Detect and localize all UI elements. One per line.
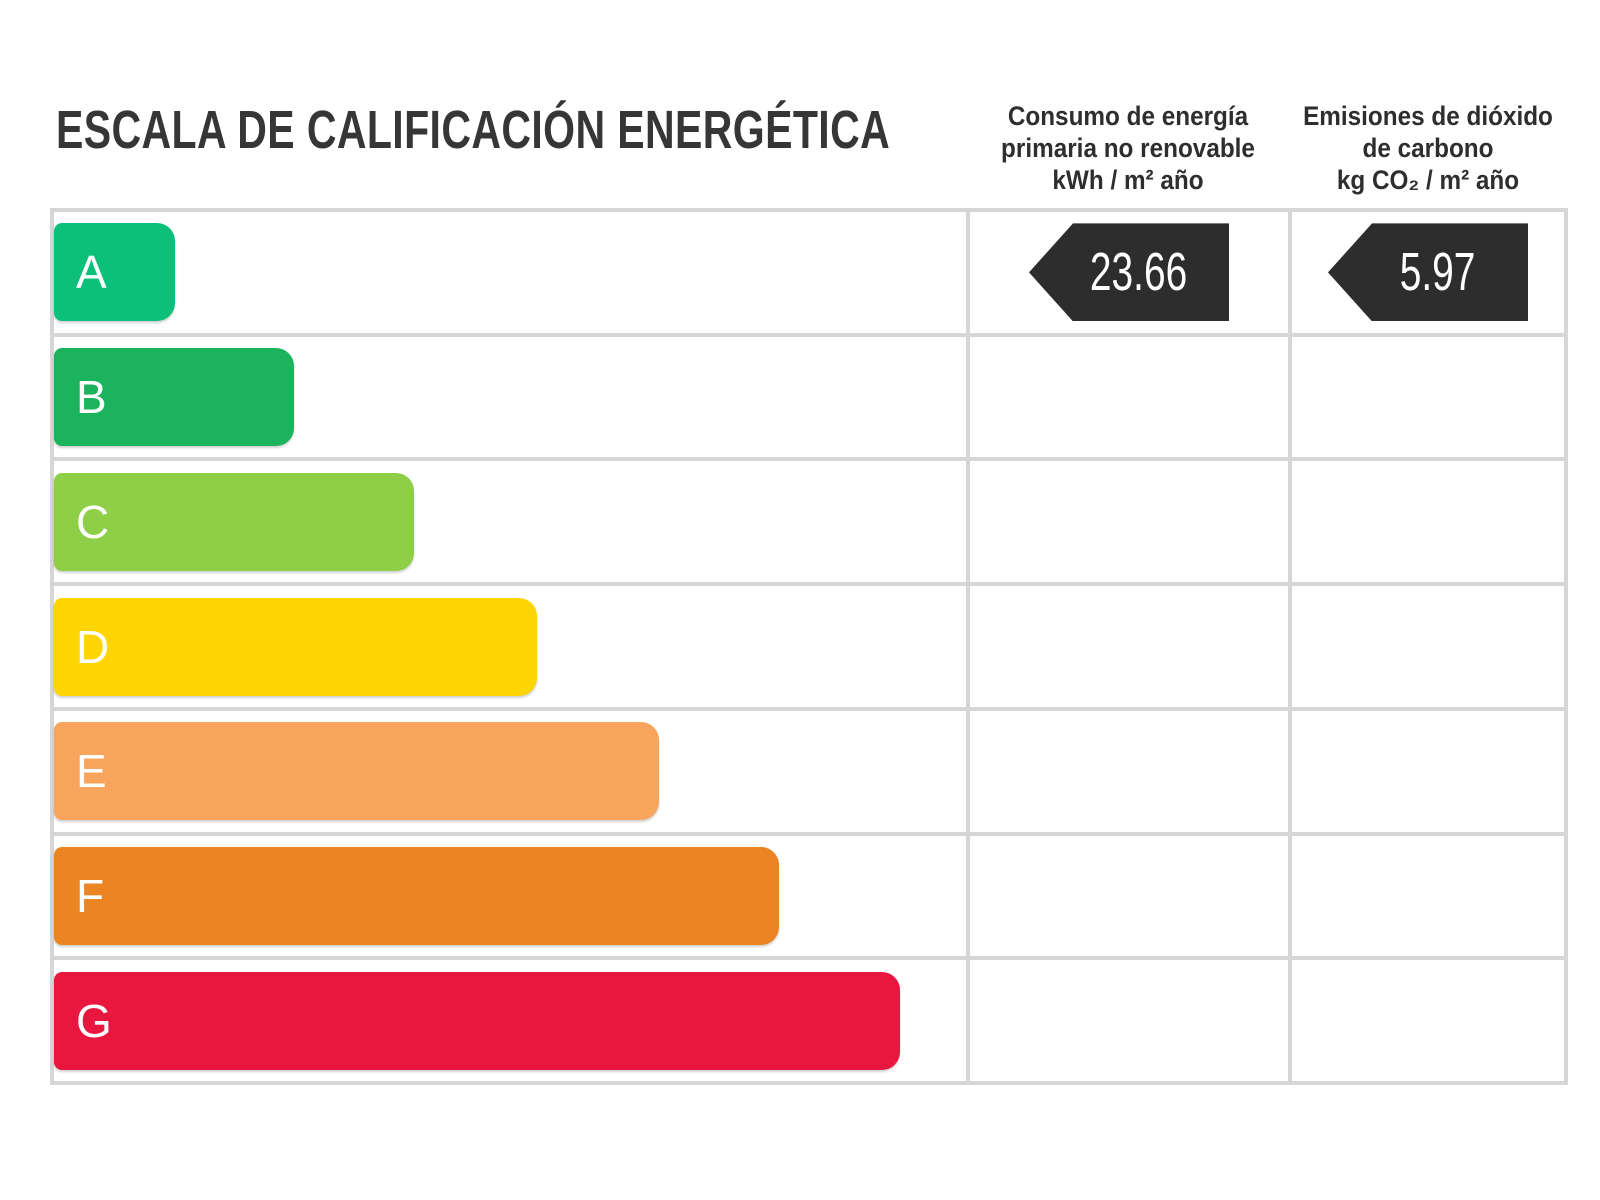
rating-bar-c: C xyxy=(54,472,414,571)
emisiones-header-line-1: Emisiones de dióxido xyxy=(1303,101,1553,131)
rating-letter-g: G xyxy=(76,994,112,1047)
rating-letter-c: C xyxy=(76,495,110,548)
rating-row-e: E xyxy=(54,706,1564,832)
rating-bar-cell-d: D xyxy=(54,586,966,707)
rating-bar-f: F xyxy=(54,846,779,945)
emisiones-column-header: Emisiones de dióxido de carbono kg CO₂ /… xyxy=(1302,100,1554,196)
consumo-value-arrow: 23.66 xyxy=(1029,223,1229,322)
rating-letter-b: B xyxy=(76,371,107,424)
emisiones-cell-g xyxy=(1288,960,1564,1082)
consumo-header-line-1: Consumo de energía xyxy=(1007,101,1249,131)
rating-letter-e: E xyxy=(76,745,107,798)
rating-bar-cell-e: E xyxy=(54,711,966,832)
rating-table: A 23.66 5.97 B xyxy=(50,208,1568,1085)
rating-bar-g: G xyxy=(54,971,900,1070)
consumo-cell-d xyxy=(966,586,1288,707)
rating-bar-cell-b: B xyxy=(54,337,966,458)
rating-bar-a: A xyxy=(54,223,175,322)
rating-row-b: B xyxy=(54,332,1564,458)
emisiones-header-unit: kg CO₂ / m² año xyxy=(1336,165,1520,195)
consumo-column-header: Consumo de energía primaria no renovable… xyxy=(984,100,1272,196)
emisiones-cell-b xyxy=(1288,336,1564,458)
rating-row-a: A 23.66 5.97 xyxy=(54,212,1564,333)
emisiones-cell-c xyxy=(1288,461,1564,583)
consumo-cell-e xyxy=(966,710,1288,832)
consumo-cell-b xyxy=(966,336,1288,458)
consumo-cell-c xyxy=(966,461,1288,583)
rating-letter-d: D xyxy=(76,620,110,673)
consumo-header-unit: kWh / m² año xyxy=(1052,165,1204,195)
consumo-cell-g xyxy=(966,960,1288,1082)
rating-row-c: C xyxy=(54,457,1564,583)
rating-letter-f: F xyxy=(76,869,105,922)
rating-bar-cell-c: C xyxy=(54,461,966,582)
page-title: ESCALA DE CALIFICACIÓN ENERGÉTICA xyxy=(56,100,891,160)
rating-row-f: F xyxy=(54,831,1564,957)
rating-row-g: G xyxy=(54,956,1564,1082)
rating-bar-cell-f: F xyxy=(54,836,966,957)
rating-bar-b: B xyxy=(54,348,294,447)
consumo-cell-f xyxy=(966,835,1288,957)
emisiones-header-line-2: de carbono xyxy=(1362,133,1494,163)
rating-bar-cell-g: G xyxy=(54,960,966,1081)
emisiones-cell-d xyxy=(1288,586,1564,707)
consumo-header-line-2: primaria no renovable xyxy=(1001,133,1255,163)
rating-bar-cell-a: A xyxy=(54,212,966,333)
rating-letter-a: A xyxy=(76,246,107,299)
rating-bar-d: D xyxy=(54,597,537,696)
emisiones-cell-a: 5.97 xyxy=(1288,212,1564,333)
emisiones-value-arrow: 5.97 xyxy=(1328,223,1528,322)
consumo-value: 23.66 xyxy=(1090,242,1188,303)
emisiones-value: 5.97 xyxy=(1400,242,1476,303)
emisiones-cell-f xyxy=(1288,835,1564,957)
consumo-cell-a: 23.66 xyxy=(966,212,1288,333)
emisiones-cell-e xyxy=(1288,710,1564,832)
rating-bar-e: E xyxy=(54,722,659,821)
rating-row-d: D xyxy=(54,582,1564,707)
